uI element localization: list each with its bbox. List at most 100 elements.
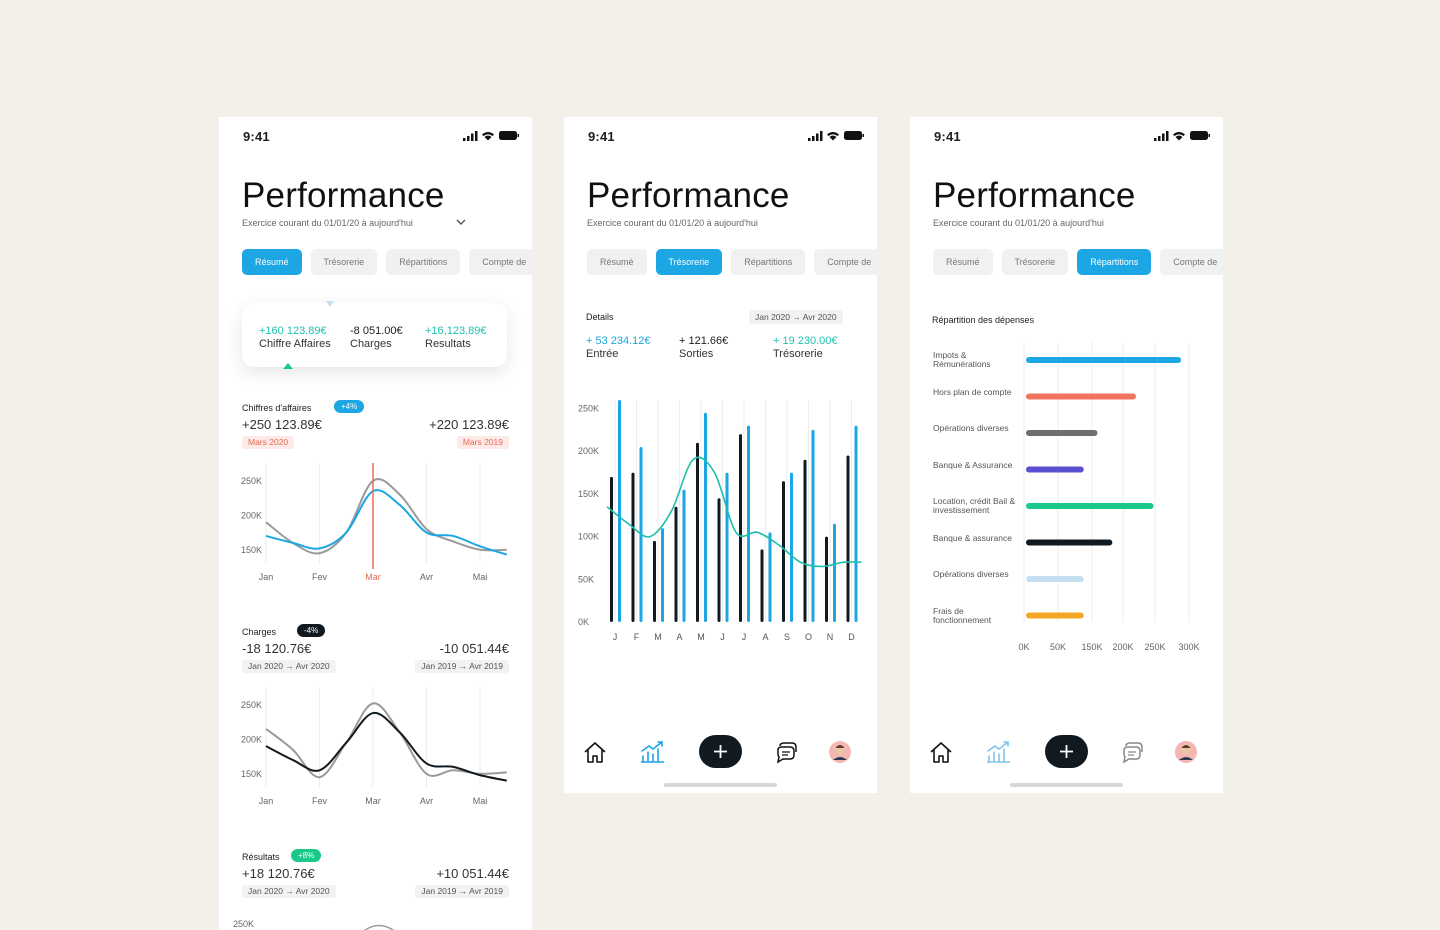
x-tick-label: 50K <box>1050 642 1066 652</box>
x-tick-label: D <box>848 632 855 642</box>
tab-compte[interactable]: Compte de <box>1160 249 1223 275</box>
chevron-down-icon[interactable] <box>455 217 467 227</box>
y-tick-label: 50K <box>578 574 594 584</box>
tab-compte[interactable]: Compte de <box>469 249 532 275</box>
summary-ca: +160 123.89€ Chiffre Affaires <box>259 325 331 350</box>
bar <box>760 549 764 622</box>
tab-compte[interactable]: Compte de <box>814 249 877 275</box>
y-tick-label: 250K <box>233 919 254 929</box>
entree-value: + 53 234.12€ Entrée <box>586 335 651 360</box>
tresorerie-value: + 19 230.00€ Trésorerie <box>773 335 838 360</box>
date-range[interactable]: Jan 2020 → Avr 2020 <box>749 310 843 324</box>
bar <box>739 434 742 622</box>
avatar[interactable] <box>825 737 855 767</box>
x-tick-label: O <box>805 632 812 642</box>
previous-value: +220 123.89€ <box>429 417 509 432</box>
x-tick-label: S <box>784 632 790 642</box>
phone-screen-repartitions: 9:41 Performance Exercice courant du 01/… <box>910 117 1223 793</box>
tab-resume[interactable]: Résumé <box>933 249 993 275</box>
tab-resume[interactable]: Résumé <box>242 249 302 275</box>
tab-tresorerie[interactable]: Trésorerie <box>1001 249 1069 275</box>
period-pill: Jan 2020 → Avr 2020 <box>242 885 336 898</box>
x-tick-label: J <box>742 632 747 642</box>
period-pill: Mars 2019 <box>456 436 509 449</box>
bar <box>1026 466 1084 473</box>
bar <box>653 540 656 622</box>
status-bar: 9:41 <box>910 117 1223 155</box>
x-tick-label: Mai <box>473 572 488 582</box>
status-time: 9:41 <box>243 129 270 144</box>
previous-value: -10 051.44€ <box>439 641 509 656</box>
messages-icon[interactable] <box>1118 737 1148 767</box>
series-line <box>363 924 395 930</box>
tab-bar: Résumé Trésorerie Répartitions Compte de <box>587 249 877 275</box>
previous-value: +10 051.44€ <box>436 866 509 881</box>
bar <box>682 489 686 622</box>
bar <box>631 472 635 622</box>
category-label: Banque & Assurance <box>933 459 1013 470</box>
x-tick-label: 250K <box>1144 642 1165 652</box>
y-tick-label: 150K <box>241 769 262 779</box>
y-tick-label: 250K <box>578 404 599 414</box>
tab-tresorerie[interactable]: Trésorerie <box>310 249 378 275</box>
period-pill: Jan 2019 → Avr 2019 <box>415 885 509 898</box>
pointer-marker <box>283 363 293 369</box>
x-tick-label: M <box>654 632 662 642</box>
bar <box>674 506 678 622</box>
page-subtitle: Exercice courant du 01/01/20 à aujourd'h… <box>933 218 1104 228</box>
messages-icon[interactable] <box>772 737 802 767</box>
x-tick-label: J <box>720 632 725 642</box>
x-tick-label: 200K <box>1112 642 1133 652</box>
page-title: Performance <box>587 176 790 215</box>
period-pill: Mars 2020 <box>242 436 295 449</box>
bar <box>696 442 699 622</box>
y-tick-label: 100K <box>578 532 599 542</box>
tab-repartitions[interactable]: Répartitions <box>386 249 461 275</box>
bar <box>825 536 828 622</box>
status-icons <box>463 131 519 141</box>
page-title: Performance <box>933 176 1136 215</box>
add-icon[interactable] <box>1045 735 1088 768</box>
home-icon[interactable] <box>926 737 956 767</box>
status-badge: +4% <box>334 400 365 413</box>
section-charges: Charges -4% -18 120.76€ -10 051.44€ Jan … <box>241 624 509 812</box>
bar <box>1026 357 1182 363</box>
status-time: 9:41 <box>934 129 961 144</box>
home-icon[interactable] <box>580 737 610 767</box>
x-tick-label: Mar <box>365 796 381 806</box>
tab-tresorerie[interactable]: Trésorerie <box>655 249 723 275</box>
x-tick-label: N <box>827 632 834 642</box>
status-bar: 9:41 <box>219 117 532 155</box>
tab-repartitions[interactable]: Répartitions <box>731 249 806 275</box>
current-value: -18 120.76€ <box>242 641 312 656</box>
y-tick-label: 200K <box>241 734 262 744</box>
x-tick-label: Jan <box>259 796 274 806</box>
repartition-title: Répartition des dépenses <box>932 315 1035 325</box>
y-tick-label: 250K <box>241 700 262 710</box>
bar <box>1026 430 1098 436</box>
tab-repartitions[interactable]: Répartitions <box>1077 249 1152 275</box>
stats-icon[interactable] <box>638 737 668 767</box>
category-label: Location, crédit Bail & investissement <box>933 496 1016 515</box>
y-tick-label: 0K <box>578 617 589 627</box>
x-tick-label: Avr <box>420 572 433 582</box>
status-time: 9:41 <box>588 129 615 144</box>
tab-resume[interactable]: Résumé <box>587 249 647 275</box>
section-chiffres-affaires: Chiffres d'affaires +4% +250 123.89€ +22… <box>241 400 509 588</box>
bar <box>747 425 750 622</box>
y-tick-label: 250K <box>241 476 262 486</box>
page-subtitle: Exercice courant du 01/01/20 à aujourd'h… <box>242 218 413 228</box>
tresorerie-bar-chart: J F M A M J J A S O N D 250K 200K 150K 100K 50K 0K <box>578 400 862 642</box>
add-icon[interactable] <box>699 735 742 768</box>
page-subtitle: Exercice courant du 01/01/20 à aujourd'h… <box>587 218 758 228</box>
bottom-nav <box>910 735 1223 777</box>
bar <box>1026 393 1136 400</box>
stats-icon[interactable] <box>984 737 1014 767</box>
category-label: Hors plan de compte <box>933 386 1012 397</box>
summary-card[interactable]: +160 123.89€ Chiffre Affaires -8 051.00€ C… <box>242 301 507 369</box>
status-icons <box>1154 131 1210 141</box>
section-resultats: Résultats +8% +18 120.76€ +10 051.44€ Ja… <box>233 849 509 930</box>
avatar[interactable] <box>1171 737 1201 767</box>
status-bar: 9:41 <box>564 117 877 155</box>
x-tick-label: J <box>613 632 618 642</box>
